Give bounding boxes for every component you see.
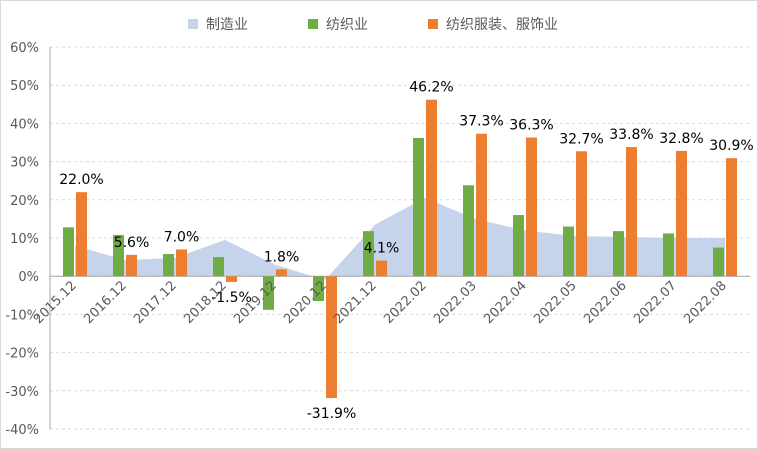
legend-label: 纺织服装、服饰业	[446, 17, 558, 33]
x-tick-label: 2015.12	[31, 278, 80, 327]
bar-textile	[613, 231, 624, 277]
data-label: 46.2%	[409, 80, 453, 96]
x-tick-label: 2017.12	[131, 278, 180, 327]
bar-textile	[563, 226, 574, 277]
legend-item: 纺织服装、服饰业	[428, 14, 558, 34]
bar-textile	[513, 215, 524, 277]
bar-apparel	[176, 249, 187, 277]
x-tick-label: 2021.12	[331, 278, 380, 327]
y-tick-label: -10%	[5, 308, 39, 323]
x-tick-label: 2022.08	[681, 278, 730, 327]
legend-label: 制造业	[206, 17, 248, 33]
area-manufacturing	[75, 197, 725, 281]
y-tick-label: -40%	[5, 423, 39, 438]
legend-swatch	[308, 19, 318, 29]
data-label: 1.8%	[264, 249, 300, 265]
bar-textile	[363, 231, 374, 277]
y-tick-label: 10%	[10, 232, 39, 247]
bar-apparel	[76, 192, 87, 277]
legend: 制造业 纺织业 纺织服装、服饰业	[0, 14, 758, 34]
legend-item: 制造业	[188, 14, 248, 34]
data-label: 37.3%	[459, 114, 503, 130]
bar-textile	[663, 233, 674, 277]
data-label: 4.1%	[364, 241, 400, 257]
x-tick-label: 2022.02	[381, 278, 430, 327]
y-tick-label: 30%	[10, 156, 39, 171]
bar-apparel	[526, 137, 537, 277]
bar-textile	[113, 234, 124, 277]
bar-textile	[213, 257, 224, 277]
legend-swatch	[188, 19, 198, 29]
x-tick-label: 2022.03	[431, 278, 480, 327]
y-tick-label: 20%	[10, 194, 39, 209]
legend-swatch	[428, 19, 438, 29]
bar-textile	[163, 254, 174, 277]
bar-textile	[413, 137, 424, 277]
y-tick-label: -20%	[5, 347, 39, 362]
data-label: 32.7%	[559, 131, 603, 147]
bar-apparel	[426, 99, 437, 277]
bar-apparel	[676, 150, 687, 277]
x-tick-label: 2022.05	[531, 278, 580, 327]
bar-apparel	[376, 260, 387, 277]
data-label: 7.0%	[164, 229, 200, 245]
data-label: 36.3%	[509, 118, 553, 134]
data-label: -31.9%	[307, 406, 357, 422]
legend-label: 纺织业	[326, 17, 368, 33]
x-tick-label: 2022.06	[581, 278, 630, 327]
bar-apparel	[326, 276, 337, 399]
x-tick-label: 2022.04	[481, 278, 530, 327]
data-label: 33.8%	[609, 127, 653, 143]
bar-apparel	[726, 158, 737, 277]
x-tick-label: 2020.12	[281, 278, 330, 327]
bar-textile	[63, 227, 74, 277]
y-tick-label: 50%	[10, 79, 39, 94]
bar-apparel	[276, 269, 287, 277]
bar-apparel	[226, 276, 237, 282]
bar-textile	[463, 185, 474, 277]
data-label: 32.8%	[659, 131, 703, 147]
data-label: -1.5%	[211, 290, 252, 306]
y-tick-label: 60%	[10, 41, 39, 56]
y-tick-label: 40%	[10, 117, 39, 132]
legend-item: 纺织业	[308, 14, 368, 34]
x-tick-label: 2022.07	[631, 278, 680, 327]
data-label: 30.9%	[709, 138, 753, 154]
data-label: 22.0%	[59, 172, 103, 188]
bar-apparel	[476, 133, 487, 277]
bar-apparel	[576, 151, 587, 277]
bar-apparel	[626, 147, 637, 277]
x-tick-label: 2016.12	[81, 278, 130, 327]
y-tick-label: 0%	[18, 270, 39, 285]
data-label: 5.6%	[114, 235, 150, 251]
bar-textile	[713, 247, 724, 277]
bar-textile	[263, 276, 274, 310]
y-tick-label: -30%	[5, 385, 39, 400]
bar-apparel	[126, 254, 137, 277]
bar-textile	[313, 276, 324, 302]
